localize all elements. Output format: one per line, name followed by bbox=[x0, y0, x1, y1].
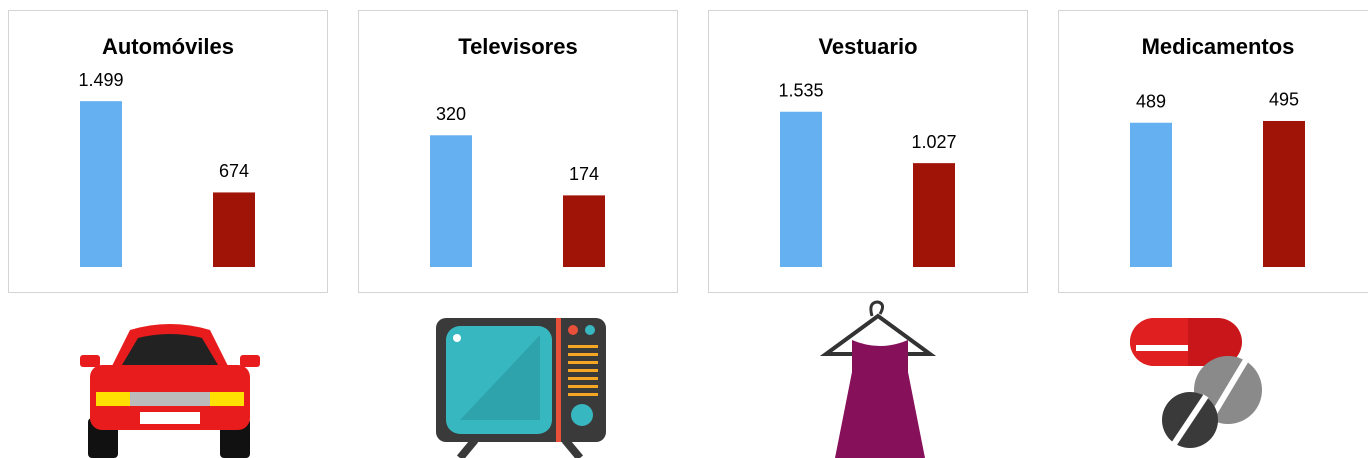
car-icon bbox=[80, 324, 260, 458]
value-label: 320 bbox=[436, 104, 466, 124]
value-label: 674 bbox=[219, 161, 249, 181]
chart-panel bbox=[1058, 10, 1368, 293]
pills-icon bbox=[1130, 318, 1262, 448]
bar bbox=[80, 101, 122, 267]
bar bbox=[1263, 120, 1305, 267]
bar bbox=[780, 111, 822, 267]
bar bbox=[913, 163, 955, 267]
bar bbox=[430, 135, 472, 267]
value-label: 489 bbox=[1136, 91, 1166, 111]
bar bbox=[1130, 122, 1172, 268]
dress-icon bbox=[819, 300, 937, 458]
chart-title: Automóviles bbox=[102, 34, 234, 59]
chart-title: Televisores bbox=[458, 34, 577, 59]
bar bbox=[213, 192, 255, 267]
value-label: 1.027 bbox=[911, 132, 956, 152]
value-label: 174 bbox=[569, 164, 599, 184]
chart-panel bbox=[358, 10, 678, 293]
chart-title: Medicamentos bbox=[1142, 34, 1295, 59]
chart-panel bbox=[8, 10, 328, 293]
chart-panel bbox=[708, 10, 1028, 293]
tv-icon bbox=[436, 318, 606, 458]
bar bbox=[563, 195, 605, 267]
value-label: 495 bbox=[1269, 90, 1299, 110]
value-label: 1.535 bbox=[778, 80, 823, 100]
chart-title: Vestuario bbox=[818, 34, 917, 59]
value-label: 1.499 bbox=[78, 70, 123, 90]
